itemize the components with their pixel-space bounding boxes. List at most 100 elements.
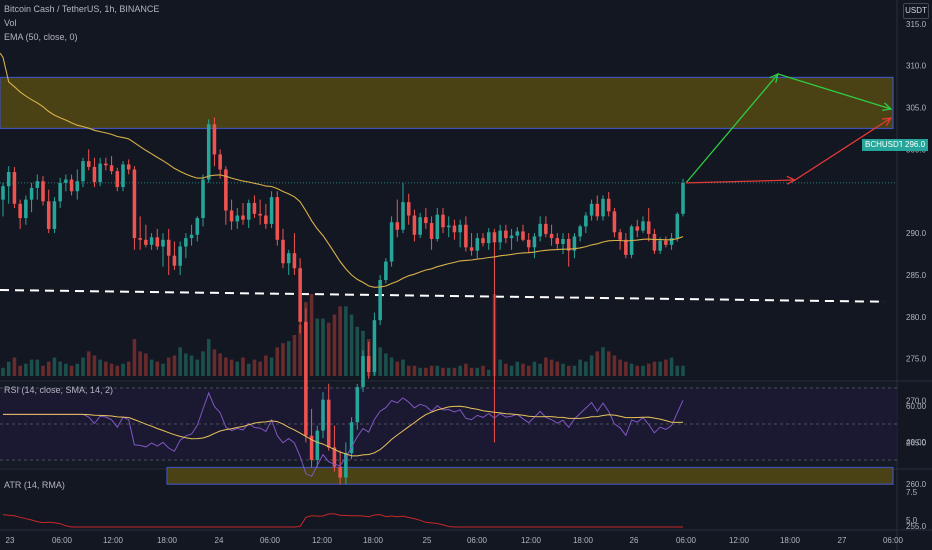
volume-bar (166, 357, 171, 376)
candle-body (435, 214, 440, 239)
volume-bar (81, 357, 85, 376)
candle-body (81, 161, 85, 182)
candle-body (555, 238, 560, 244)
volume-bar (681, 365, 685, 376)
candle-body (258, 213, 262, 216)
time-tick-label: 12:00 (521, 536, 542, 545)
volume-bar (338, 306, 342, 376)
price-tick-label: 285.0 (906, 271, 927, 280)
volume-bar (549, 359, 554, 376)
candle-body (486, 232, 491, 244)
time-tick-label: 06:00 (883, 536, 904, 545)
volume-bar (452, 367, 457, 376)
time-tick-label: 12:00 (729, 536, 750, 545)
candle-body (264, 215, 268, 224)
volume-bar (595, 351, 600, 376)
volume-bar (52, 357, 57, 376)
atr-tick-label: 7.5 (906, 488, 918, 497)
candle-body (275, 197, 280, 240)
volume-bar (12, 357, 17, 376)
candle-body (52, 201, 57, 229)
volume-bar (24, 363, 28, 376)
time-tick-label: 06:00 (467, 536, 488, 545)
candle-body (515, 231, 520, 236)
rsi-line (3, 391, 684, 478)
candle-body (612, 211, 617, 233)
candle-body (321, 399, 325, 431)
candle-body (372, 320, 377, 373)
volume-bar (144, 353, 148, 376)
volume-bar (406, 365, 411, 376)
candle-body (309, 435, 314, 460)
volume-bar (201, 351, 205, 376)
candle-body (252, 202, 257, 214)
volume-bar (189, 355, 194, 376)
volume-bar (264, 355, 268, 376)
volume-bar (315, 318, 320, 376)
candle-body (538, 223, 542, 237)
candle-body (218, 154, 222, 170)
rsi-tick-label: 60.00 (906, 402, 927, 411)
volume-bar (526, 365, 531, 376)
candle-body (75, 181, 80, 192)
candle-body (464, 224, 468, 248)
volume-bar (521, 363, 525, 376)
volume-bar (126, 361, 131, 376)
candle-body (104, 163, 108, 166)
volume-bar (41, 365, 45, 376)
volume-bar (6, 361, 11, 376)
time-tick-label: 26 (630, 536, 639, 545)
candle-body (12, 171, 17, 204)
volume-bar (435, 365, 440, 376)
price-tick-label: 315.0 (906, 20, 927, 29)
volume-bar (584, 361, 588, 376)
volume-bar (172, 355, 177, 376)
time-tick-label: 06:00 (676, 536, 697, 545)
volume-bar (446, 367, 451, 376)
volume-bar (218, 353, 222, 376)
volume-bar (321, 318, 325, 376)
time-tick-label: 27 (838, 536, 847, 545)
candle-body (144, 239, 148, 245)
candle-body (229, 210, 234, 222)
candle-body (395, 222, 400, 230)
price-tick-label: 310.0 (906, 62, 927, 71)
candle-body (304, 321, 308, 436)
price-tick-label: 290.0 (906, 229, 927, 238)
candle-body (189, 234, 194, 239)
candle-body (526, 239, 531, 248)
volume-bar (298, 324, 302, 376)
volume-bar (538, 363, 542, 376)
volume-bar (332, 314, 337, 376)
candle-body (521, 231, 525, 240)
candle-body (132, 169, 137, 239)
volume-bar (75, 363, 80, 376)
volume-bar (664, 359, 668, 376)
volume-bar (149, 359, 154, 376)
candle-body (606, 198, 611, 212)
support-zone (166, 466, 894, 485)
volume-bar (155, 361, 160, 376)
candle-body (624, 239, 628, 255)
volume-bar (241, 357, 245, 376)
volume-bar (35, 359, 40, 376)
volume-bar (258, 361, 262, 376)
candle-body (344, 453, 348, 478)
candle-body (481, 238, 485, 244)
candle-body (492, 232, 497, 243)
volume-bar (532, 361, 537, 376)
volume-bar (92, 355, 97, 376)
volume-bar (378, 347, 382, 376)
candle-body (549, 233, 554, 239)
candle-body (224, 169, 228, 211)
candle-body (469, 247, 474, 251)
candle-body (572, 236, 577, 251)
volume-bar (641, 365, 645, 376)
candle-body (384, 261, 388, 280)
volume-bar (509, 365, 514, 376)
bearish-arrowhead (786, 175, 797, 185)
volume-bar (46, 361, 51, 376)
candle-body (675, 213, 680, 239)
currency-button[interactable]: USDT (903, 3, 929, 19)
